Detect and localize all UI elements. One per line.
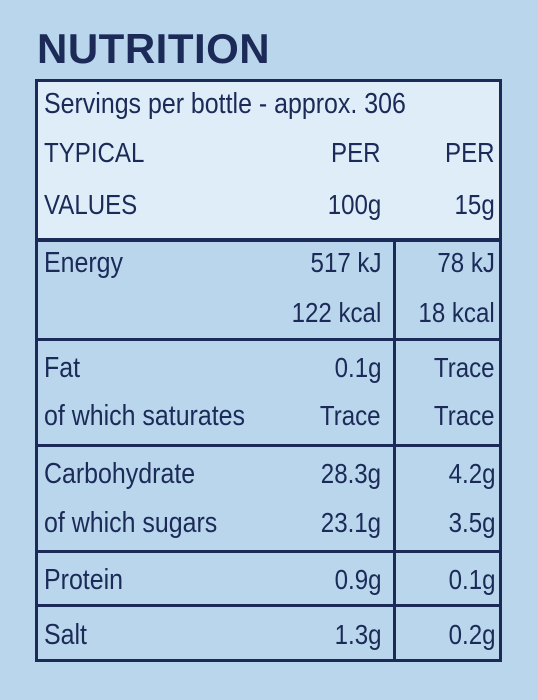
header-divider bbox=[38, 238, 499, 242]
energy-divider bbox=[38, 338, 499, 341]
per-15g-top: PER bbox=[445, 137, 495, 168]
sugars-100g: 23.1g bbox=[320, 507, 381, 538]
salt-label: Salt bbox=[44, 619, 87, 651]
column-divider bbox=[393, 242, 396, 659]
values-label: VALUES bbox=[44, 189, 138, 220]
energy-label: Energy bbox=[44, 247, 124, 279]
per-100g-bottom: 100g bbox=[327, 189, 381, 220]
per-100g-top: PER bbox=[331, 137, 381, 168]
fat-100g: 0.1g bbox=[334, 352, 381, 383]
saturates-15g: Trace bbox=[434, 400, 495, 431]
fat-divider bbox=[38, 444, 499, 447]
typical-label: TYPICAL bbox=[44, 137, 145, 168]
nutrition-table: Servings per bottle - approx. 306 TYPICA… bbox=[35, 79, 502, 662]
nutrition-title: NUTRITION bbox=[37, 25, 271, 72]
carbohydrate-label: Carbohydrate bbox=[44, 458, 196, 490]
energy-kj-15g: 78 kJ bbox=[437, 247, 495, 278]
carbohydrate-100g: 28.3g bbox=[320, 458, 381, 489]
energy-kj-100g: 517 kJ bbox=[310, 247, 381, 278]
protein-label: Protein bbox=[44, 564, 124, 596]
saturates-label: of which saturates bbox=[44, 400, 246, 432]
fat-15g: Trace bbox=[434, 352, 495, 383]
carbohydrate-divider bbox=[38, 550, 499, 553]
per-15g-bottom: 15g bbox=[454, 189, 495, 220]
saturates-100g: Trace bbox=[320, 400, 381, 431]
salt-100g: 1.3g bbox=[334, 619, 381, 650]
energy-kcal-15g: 18 kcal bbox=[418, 297, 495, 328]
protein-divider bbox=[38, 604, 499, 607]
sugars-15g: 3.5g bbox=[448, 507, 495, 538]
fat-label: Fat bbox=[44, 352, 81, 384]
sugars-label: of which sugars bbox=[44, 507, 218, 539]
salt-15g: 0.2g bbox=[448, 619, 495, 650]
protein-15g: 0.1g bbox=[448, 564, 495, 595]
energy-kcal-100g: 122 kcal bbox=[291, 297, 381, 328]
carbohydrate-15g: 4.2g bbox=[448, 458, 495, 489]
protein-100g: 0.9g bbox=[334, 564, 381, 595]
servings-text: Servings per bottle - approx. 306 bbox=[44, 88, 406, 120]
header-background bbox=[38, 82, 499, 240]
